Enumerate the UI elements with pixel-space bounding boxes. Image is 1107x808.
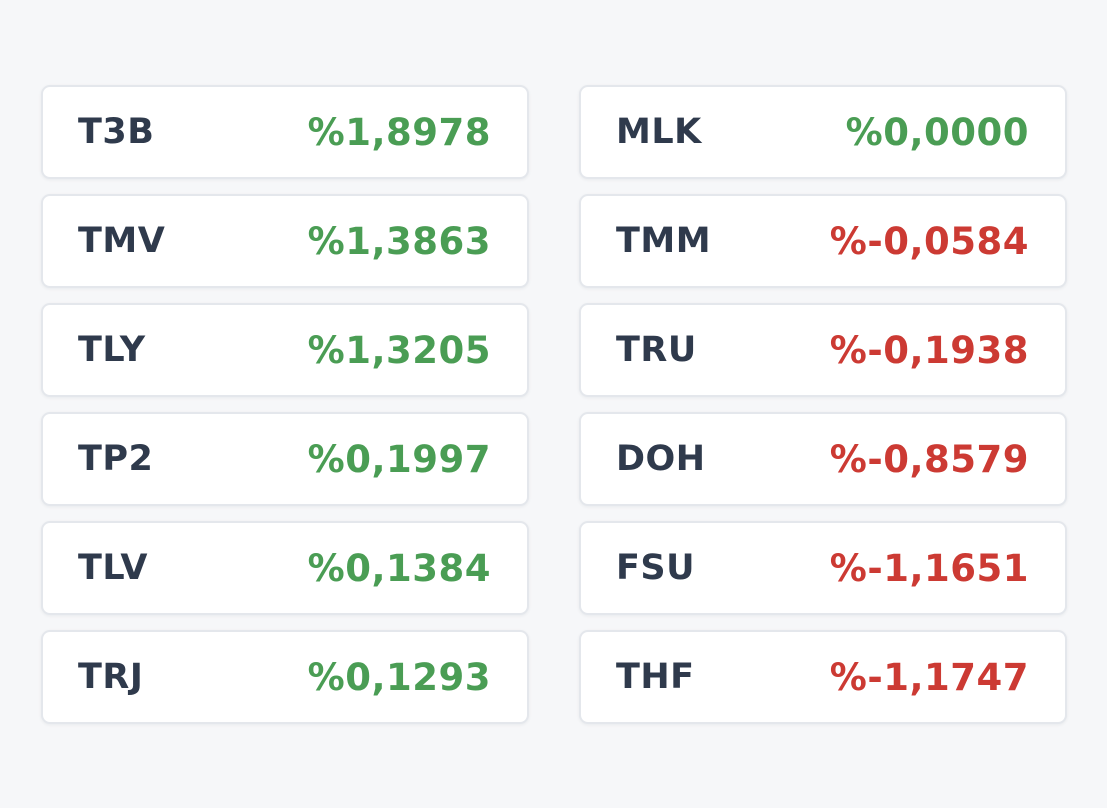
fund-code: MLK	[616, 112, 702, 152]
fund-returns-grid: T3B %1,8978 MLK %0,0000 TMV %1,3863 TMM …	[41, 85, 1067, 724]
fund-change: %-0,8579	[829, 437, 1029, 481]
fund-change: %-0,1938	[829, 328, 1029, 372]
fund-card-left-3[interactable]: TLY %1,3205	[41, 303, 529, 397]
fund-card-left-4[interactable]: TP2 %0,1997	[41, 412, 529, 506]
fund-card-right-1[interactable]: MLK %0,0000	[579, 85, 1067, 179]
fund-code: TRJ	[78, 657, 144, 697]
fund-code: TLV	[78, 548, 148, 588]
fund-card-left-2[interactable]: TMV %1,3863	[41, 194, 529, 288]
fund-code: THF	[616, 657, 695, 697]
fund-code: DOH	[616, 439, 706, 479]
fund-card-left-1[interactable]: T3B %1,8978	[41, 85, 529, 179]
fund-change: %1,3205	[307, 328, 491, 372]
fund-code: TMV	[78, 221, 166, 261]
fund-change: %-1,1651	[829, 546, 1029, 590]
fund-code: TMM	[616, 221, 712, 261]
fund-card-right-6[interactable]: THF %-1,1747	[579, 630, 1067, 724]
fund-code: TRU	[616, 330, 697, 370]
fund-change: %-0,0584	[829, 219, 1029, 263]
fund-card-right-3[interactable]: TRU %-0,1938	[579, 303, 1067, 397]
fund-code: TP2	[78, 439, 154, 479]
fund-change: %-1,1747	[829, 655, 1029, 699]
fund-code: TLY	[78, 330, 146, 370]
fund-card-right-4[interactable]: DOH %-0,8579	[579, 412, 1067, 506]
fund-change: %0,1384	[307, 546, 491, 590]
fund-card-right-2[interactable]: TMM %-0,0584	[579, 194, 1067, 288]
fund-card-left-6[interactable]: TRJ %0,1293	[41, 630, 529, 724]
fund-change: %1,8978	[307, 110, 491, 154]
fund-change: %0,1997	[307, 437, 491, 481]
fund-change: %0,0000	[845, 110, 1029, 154]
fund-change: %0,1293	[307, 655, 491, 699]
fund-card-left-5[interactable]: TLV %0,1384	[41, 521, 529, 615]
fund-card-right-5[interactable]: FSU %-1,1651	[579, 521, 1067, 615]
fund-code: FSU	[616, 548, 696, 588]
fund-code: T3B	[78, 112, 155, 152]
fund-change: %1,3863	[307, 219, 491, 263]
